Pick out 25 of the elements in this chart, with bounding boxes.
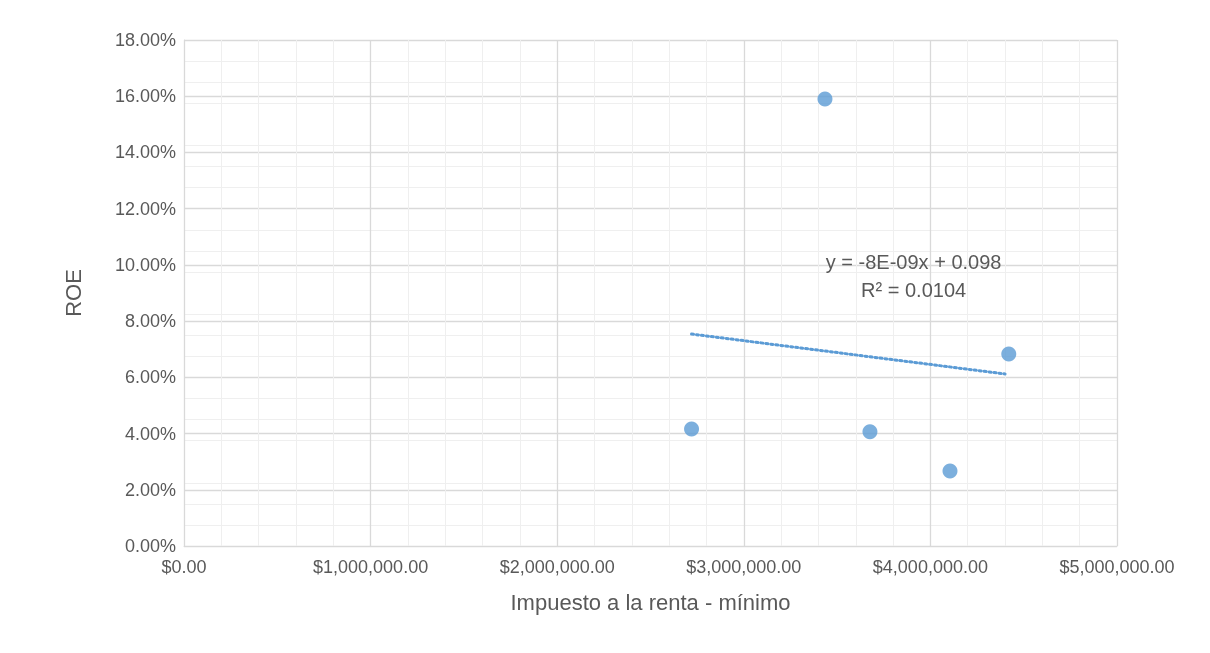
y-tick-label: 2.00% — [124, 479, 176, 500]
point — [862, 424, 878, 440]
y-axis-title: ROE — [60, 269, 86, 317]
point — [817, 91, 833, 107]
point — [684, 421, 700, 437]
x-tick-label: $1,000,000.00 — [313, 557, 429, 577]
y-tick-label: 8.00% — [124, 311, 176, 332]
y-tick-label: 14.00% — [114, 142, 176, 163]
point — [1001, 346, 1017, 362]
y-tick-label: 0.00% — [124, 536, 176, 556]
x-tick-label: $2,000,000.00 — [499, 557, 615, 577]
y-tick-label: 10.00% — [114, 254, 176, 275]
y-tick-label: 18.00% — [114, 30, 176, 50]
y-tick-label: 4.00% — [124, 423, 176, 444]
x-tick-label: $4,000,000.00 — [872, 557, 988, 577]
y-tick-label: 16.00% — [114, 86, 176, 107]
x-tick-label: $0.00 — [161, 557, 207, 577]
y-tick-label: 12.00% — [114, 198, 176, 219]
x-axis-title: Impuesto a la renta - mínimo — [510, 589, 791, 615]
annotation: R² = 0.0104 — [861, 279, 967, 302]
x-tick-label: $5,000,000.00 — [1059, 557, 1175, 577]
annotation: y = -8E-09x + 0.098 — [825, 251, 1002, 274]
y-tick-label: 6.00% — [124, 367, 176, 388]
point — [942, 463, 958, 479]
x-tick-label: $3,000,000.00 — [686, 557, 802, 577]
